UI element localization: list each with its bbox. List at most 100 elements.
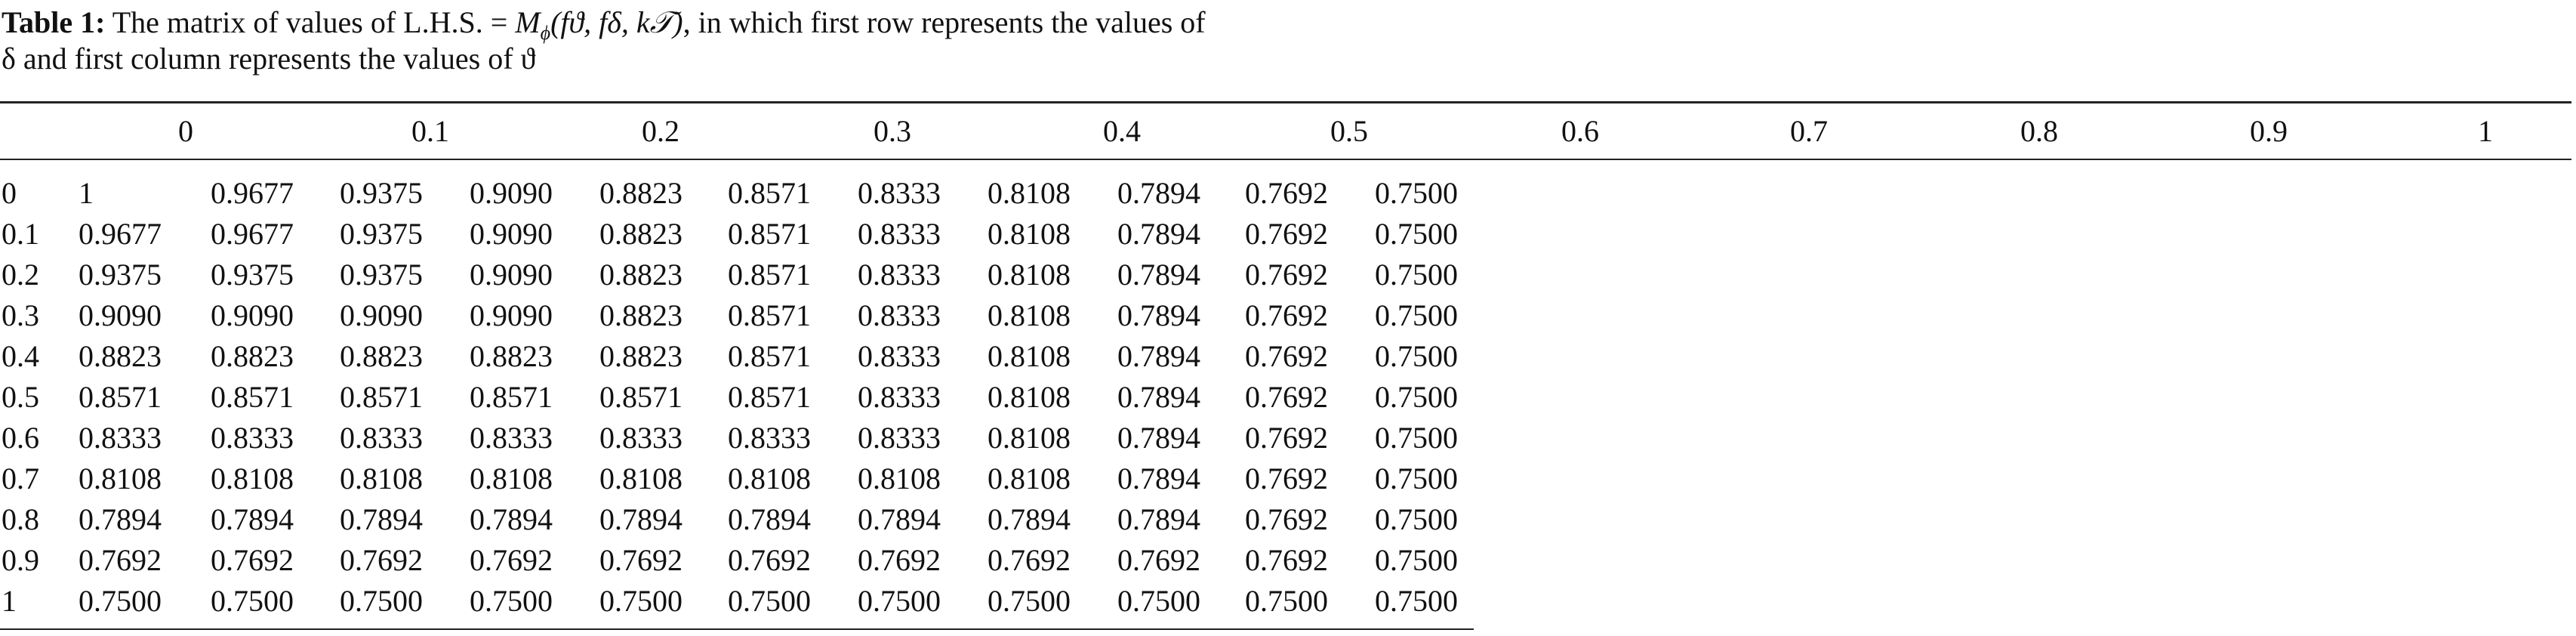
cell-value: 0.8823 bbox=[599, 339, 683, 373]
cell-value: 0.8108 bbox=[211, 462, 294, 496]
top-rule bbox=[0, 101, 2571, 103]
cell-value: 0.7692 bbox=[1117, 543, 1200, 577]
caption-text: The matrix of values of L.H.S. = bbox=[112, 5, 516, 39]
cell-value: 0.7894 bbox=[1117, 217, 1200, 251]
header-cell: 1 bbox=[2478, 114, 2493, 148]
cell-value: 0.8571 bbox=[340, 380, 423, 414]
cell-value: 0.7894 bbox=[340, 502, 423, 536]
cell-value: 0.7500 bbox=[211, 584, 294, 618]
cell-value: 0.7894 bbox=[1117, 258, 1200, 292]
cell-value: 0.7894 bbox=[1117, 502, 1200, 536]
cell-value: 0.8333 bbox=[858, 339, 941, 373]
cell-value: 0.8571 bbox=[79, 380, 162, 414]
header-cell: 0 bbox=[178, 114, 193, 148]
header-cell: 0.5 bbox=[1330, 114, 1368, 148]
cell-value: 0.7500 bbox=[340, 584, 423, 618]
cell-value: 0.8108 bbox=[340, 462, 423, 496]
cell-value: 0.8108 bbox=[988, 339, 1071, 373]
caption-label: Table 1: bbox=[2, 5, 106, 39]
cell-value: 0.7500 bbox=[599, 584, 683, 618]
row-label: 0.3 bbox=[2, 298, 39, 332]
cell-value: 0.8333 bbox=[599, 421, 683, 455]
cell-value: 0.8333 bbox=[211, 421, 294, 455]
cell-value: 0.8571 bbox=[211, 380, 294, 414]
cell-value: 0.9375 bbox=[340, 258, 423, 292]
cell-value: 0.8108 bbox=[988, 298, 1071, 332]
cell-value: 0.8571 bbox=[728, 298, 811, 332]
cell-value: 0.7894 bbox=[988, 502, 1071, 536]
cell-value: 0.7500 bbox=[79, 584, 162, 618]
cell-value: 0.7500 bbox=[1375, 298, 1458, 332]
math-symbol: M bbox=[515, 5, 541, 39]
math-subscript: ϕ bbox=[540, 22, 551, 44]
cell-value: 0.8333 bbox=[858, 380, 941, 414]
cell-value: 0.7692 bbox=[211, 543, 294, 577]
cell-value: 0.7692 bbox=[1245, 543, 1328, 577]
cell-value: 0.8571 bbox=[470, 380, 553, 414]
cell-value: 0.8333 bbox=[858, 176, 941, 210]
cell-value: 0.9375 bbox=[211, 258, 294, 292]
header-cell: 0.2 bbox=[642, 114, 679, 148]
cell-value: 0.7692 bbox=[858, 543, 941, 577]
cell-value: 0.9677 bbox=[211, 217, 294, 251]
cell-value: 0.8823 bbox=[470, 339, 553, 373]
cell-value: 0.7500 bbox=[1375, 584, 1458, 618]
cell-value: 0.9090 bbox=[470, 217, 553, 251]
cell-value: 0.7500 bbox=[1375, 176, 1458, 210]
cell-value: 0.7894 bbox=[1117, 339, 1200, 373]
cell-value: 0.8571 bbox=[728, 217, 811, 251]
row-label: 0.4 bbox=[2, 339, 39, 373]
cell-value: 0.7894 bbox=[728, 502, 811, 536]
math: Mϕ(fϑ, fδ, k𝒯) bbox=[515, 5, 683, 44]
cell-value: 0.8108 bbox=[728, 462, 811, 496]
cell-value: 0.7692 bbox=[470, 543, 553, 577]
cell-value: 0.8108 bbox=[858, 462, 941, 496]
cell-value: 0.7500 bbox=[1375, 543, 1458, 577]
cell-value: 0.7692 bbox=[988, 543, 1071, 577]
cell-value: 0.8108 bbox=[988, 421, 1071, 455]
cell-value: 0.9375 bbox=[340, 176, 423, 210]
cell-value: 0.7692 bbox=[1245, 258, 1328, 292]
cell-value: 0.7500 bbox=[1375, 502, 1458, 536]
cell-value: 0.8333 bbox=[858, 258, 941, 292]
cell-value: 0.8571 bbox=[728, 258, 811, 292]
cell-value: 0.7894 bbox=[1117, 380, 1200, 414]
cell-value: 0.7894 bbox=[1117, 421, 1200, 455]
bottom-rule bbox=[0, 628, 1474, 630]
cell-value: 0.9090 bbox=[470, 176, 553, 210]
cell-value: 0.8823 bbox=[79, 339, 162, 373]
cell-value: 0.8823 bbox=[211, 339, 294, 373]
header-cell: 0.7 bbox=[1790, 114, 1828, 148]
row-label: 0.6 bbox=[2, 421, 39, 455]
cell-value: 0.8333 bbox=[79, 421, 162, 455]
header-cell: 0.4 bbox=[1103, 114, 1141, 148]
cell-value: 0.8823 bbox=[599, 217, 683, 251]
cell-value: 0.8333 bbox=[858, 298, 941, 332]
header-cell: 0.1 bbox=[411, 114, 449, 148]
cell-value: 0.7692 bbox=[1245, 380, 1328, 414]
cell-value: 0.7692 bbox=[1245, 298, 1328, 332]
cell-value: 0.9090 bbox=[79, 298, 162, 332]
cell-value: 0.7894 bbox=[1117, 298, 1200, 332]
row-label: 1 bbox=[2, 584, 17, 618]
cell-value: 0.7692 bbox=[1245, 502, 1328, 536]
cell-value: 0.8108 bbox=[988, 462, 1071, 496]
cell-value: 0.8108 bbox=[988, 258, 1071, 292]
cell-value: 0.8108 bbox=[988, 176, 1071, 210]
cell-value: 0.7692 bbox=[1245, 217, 1328, 251]
cell-value: 0.7894 bbox=[1117, 176, 1200, 210]
cell-value: 0.9375 bbox=[79, 258, 162, 292]
cell-value: 0.8333 bbox=[340, 421, 423, 455]
header-cell: 0.8 bbox=[2020, 114, 2058, 148]
cell-value: 0.7692 bbox=[728, 543, 811, 577]
cell-value: 0.7894 bbox=[470, 502, 553, 536]
cell-value: 0.7500 bbox=[1375, 258, 1458, 292]
cell-value: 0.8823 bbox=[599, 298, 683, 332]
header-cell: 0.3 bbox=[874, 114, 911, 148]
cell-value: 0.7894 bbox=[79, 502, 162, 536]
row-label: 0.5 bbox=[2, 380, 39, 414]
caption-text: , in which first row represents the valu… bbox=[683, 5, 1206, 39]
cell-value: 0.7500 bbox=[858, 584, 941, 618]
cell-value: 0.7692 bbox=[1245, 176, 1328, 210]
cell-value: 0.8823 bbox=[599, 258, 683, 292]
